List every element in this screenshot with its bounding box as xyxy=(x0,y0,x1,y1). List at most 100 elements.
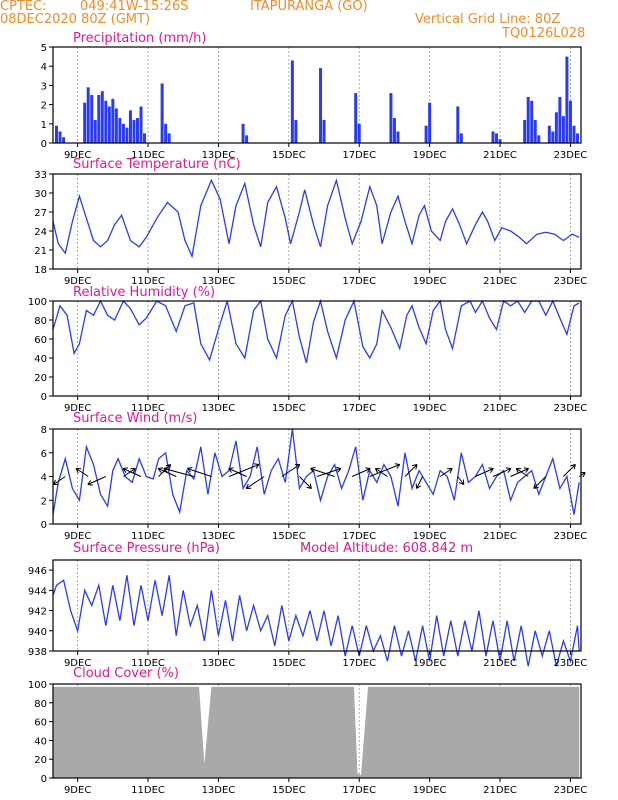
precip-bar xyxy=(495,133,499,143)
precip-bar xyxy=(241,123,245,143)
precip-bar xyxy=(55,125,59,143)
wind-arrow-head xyxy=(75,468,82,474)
wind-arrow-head xyxy=(412,464,418,470)
x-tick-label: 9DEC xyxy=(64,658,91,669)
y-tick-label: 0 xyxy=(41,139,47,150)
y-tick-label: 24 xyxy=(34,227,47,238)
wind-arrow xyxy=(316,468,342,477)
wind-arrow-head xyxy=(458,479,465,485)
precip-bar xyxy=(537,135,541,143)
x-tick-label: 13DEC xyxy=(202,403,236,414)
y-tick-label: 20 xyxy=(34,373,47,384)
precip-bar xyxy=(86,87,90,143)
y-tick-label: 3 xyxy=(41,81,47,92)
precip-bar xyxy=(554,112,558,143)
x-tick-label: 11DEC xyxy=(131,150,165,161)
wind-arrow xyxy=(439,468,453,477)
y-tick-label: 40 xyxy=(34,736,47,747)
x-tick-label: 23DEC xyxy=(554,276,588,287)
y-tick-label: 60 xyxy=(34,335,47,346)
wind-arrow xyxy=(122,468,142,477)
x-tick-label: 11DEC xyxy=(131,658,165,669)
x-tick-label: 15DEC xyxy=(272,150,306,161)
x-tick-label: 9DEC xyxy=(64,531,91,542)
series-line xyxy=(52,298,580,363)
panel-frame xyxy=(52,559,582,652)
y-tick-label: 100 xyxy=(28,297,47,308)
wind-arrow xyxy=(87,476,107,485)
panel-title: Surface Wind (m/s) xyxy=(73,411,197,426)
wind-arrow xyxy=(158,464,171,477)
precip-bar xyxy=(551,131,555,143)
precip-bar xyxy=(100,91,104,143)
wind-arrow-head xyxy=(294,464,301,470)
wind-arrow-head xyxy=(52,479,59,485)
y-tick-label: 80 xyxy=(34,316,47,327)
precip-bar xyxy=(294,119,298,143)
y-tick-label: 0 xyxy=(41,774,47,785)
precip-bar xyxy=(93,119,97,143)
precip-bar xyxy=(523,119,527,143)
precip-bar xyxy=(357,123,361,143)
x-tick-label: 19DEC xyxy=(413,785,447,796)
wind-arrow xyxy=(281,464,301,477)
y-tick-label: 40 xyxy=(34,354,47,365)
wind-arrow xyxy=(375,468,388,477)
x-tick-label: 11DEC xyxy=(131,531,165,542)
y-tick-label: 27 xyxy=(34,208,47,219)
x-tick-label: 17DEC xyxy=(342,276,376,287)
x-tick-label: 19DEC xyxy=(413,658,447,669)
wind-arrow xyxy=(75,468,89,477)
y-tick-label: 30 xyxy=(34,189,47,200)
precip-bar xyxy=(575,133,579,143)
series-line xyxy=(52,428,580,515)
x-tick-label: 21DEC xyxy=(483,403,517,414)
wind-arrow-head xyxy=(488,467,494,473)
wind-arrow-head xyxy=(245,483,252,489)
x-tick-label: 13DEC xyxy=(202,658,236,669)
panel-title: Surface Temperature (nC) xyxy=(73,157,241,172)
wind-arrow xyxy=(533,476,547,489)
y-tick-label: 2 xyxy=(41,101,47,112)
wind-arrow-head xyxy=(253,463,260,469)
precip-bar xyxy=(558,96,562,143)
wind-arrow-head xyxy=(87,480,93,486)
precip-bar xyxy=(456,106,460,143)
y-tick-label: 100 xyxy=(28,680,47,691)
wind-arrow-head xyxy=(187,466,193,473)
panel-frame xyxy=(52,300,582,397)
x-tick-label: 17DEC xyxy=(342,150,376,161)
precip-bar xyxy=(319,68,323,143)
x-tick-label: 17DEC xyxy=(342,531,376,542)
precip-bar xyxy=(167,133,171,143)
x-tick-label: 23DEC xyxy=(554,531,588,542)
wind-arrow xyxy=(163,468,194,477)
precip-bar xyxy=(392,118,396,143)
precip-bar xyxy=(526,96,530,143)
precip-bar xyxy=(97,95,101,143)
x-tick-label: 21DEC xyxy=(483,276,517,287)
wind-arrow xyxy=(123,468,136,477)
wind-arrow-head xyxy=(165,464,172,470)
y-tick-label: 944 xyxy=(28,586,47,597)
panel-4 xyxy=(49,428,586,528)
precip-bar xyxy=(498,139,502,143)
y-tick-label: 18 xyxy=(34,265,47,276)
x-tick-label: 15DEC xyxy=(272,531,306,542)
wind-arrow xyxy=(475,468,494,477)
wind-arrow xyxy=(53,476,66,485)
wind-arrow xyxy=(404,464,418,477)
x-tick-label: 9DEC xyxy=(64,785,91,796)
precip-bar xyxy=(424,125,428,143)
precip-bar xyxy=(58,131,62,143)
precip-bar xyxy=(83,102,87,143)
wind-arrow xyxy=(510,468,529,477)
precip-bar xyxy=(459,133,463,143)
wind-arrow xyxy=(228,464,260,477)
wind-arrow-head xyxy=(374,468,381,474)
precip-bar xyxy=(428,102,432,143)
precip-bar xyxy=(128,110,132,143)
y-tick-label: 0 xyxy=(41,392,47,403)
wind-arrow xyxy=(563,464,576,477)
wind-arrow-head xyxy=(365,467,371,473)
